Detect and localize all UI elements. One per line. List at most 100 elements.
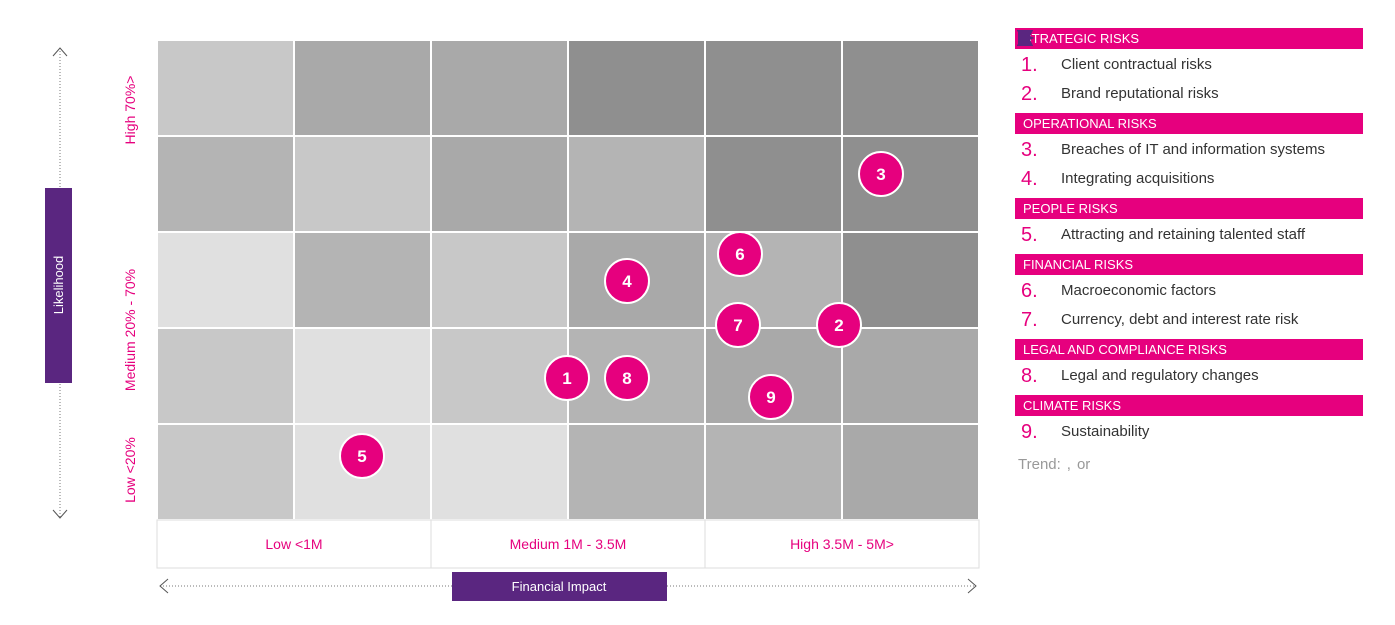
trend-icon <box>1018 31 1034 45</box>
item-text: Currency, debt and interest rate risk <box>1061 311 1299 328</box>
legend-item: 5. Attracting and retaining talented staf… <box>1015 30 1363 246</box>
item-text: Integrating acquisitions <box>1061 170 1215 187</box>
item-number: 9. <box>1021 421 1038 443</box>
risk-marker <box>604 355 650 401</box>
legend-item: 9. Sustainability <box>1015 31 1363 443</box>
item-number: 2. <box>1021 83 1038 105</box>
item-text: Client contractual risks <box>1061 56 1212 73</box>
group-title: CLIMATE RISKS <box>1015 395 1363 416</box>
legend-group: LEGAL AND COMPLIANCE RISKS 8. Legal and re… <box>1015 30 1363 387</box>
heat-cell <box>841 327 980 425</box>
y-level-label: Medium 20% - 70% <box>122 269 138 391</box>
heat-cell <box>156 135 295 233</box>
legend-item: 8. Legal and regulatory changes <box>1015 30 1363 387</box>
item-text: Attracting and retaining talented staff <box>1061 226 1306 243</box>
x-level-label: Medium 1M - 3.5M <box>510 536 627 552</box>
heat-cell <box>704 39 843 137</box>
item-number: 7. <box>1021 309 1038 331</box>
x-level-label: Low <1M <box>265 536 322 552</box>
heat-cell <box>704 423 843 521</box>
risk-marker-label: 9 <box>766 388 775 407</box>
legend-item: 6. Macroeconomic factors <box>1015 30 1363 302</box>
heat-cell <box>567 423 706 521</box>
heat-cell <box>430 135 569 233</box>
heat-cell <box>430 423 569 521</box>
item-number: 8. <box>1021 365 1038 387</box>
arrow-head <box>159 578 169 594</box>
x-level-cell <box>156 519 432 569</box>
y-level-label: High 70%> <box>122 76 138 145</box>
heatmap: Low <1M Medium 1M - 3.5M High 3.5M - 5M> Hi… <box>45 39 980 601</box>
heat-cell <box>430 39 569 137</box>
risk-marker-label: 4 <box>622 272 632 291</box>
x-level-label: High 3.5M - 5M> <box>790 536 894 552</box>
heat-cell <box>567 135 706 233</box>
item-number: 4. <box>1021 168 1038 190</box>
heat-cell <box>841 231 980 329</box>
x-axis-box <box>452 572 667 601</box>
legend-item: 2. Brand reputational risks <box>1015 30 1363 105</box>
risk-marker-label: 3 <box>876 165 885 184</box>
heat-cell <box>841 423 980 521</box>
trend-shape <box>1018 31 1034 45</box>
legend-group: PEOPLE RISKS 5. Attracting and retaining t… <box>1015 30 1363 246</box>
y-level-label: Low <20% <box>122 437 138 503</box>
item-text: Brand reputational risks <box>1061 85 1219 102</box>
arrow-head <box>52 47 68 57</box>
risk-marker <box>339 433 385 479</box>
heat-cell <box>293 135 432 233</box>
legend: STRATEGIC RISKS 1. Client contractual risk… <box>1015 28 1363 473</box>
heat-cell <box>156 39 295 137</box>
risk-marker-label: 6 <box>735 245 744 264</box>
legend-group: CLIMATE RISKS 9. Sustainability <box>1015 31 1363 443</box>
risk-marker <box>748 374 794 420</box>
heat-cell <box>430 231 569 329</box>
legend-item: 3. Breaches of IT and information systems <box>1015 30 1363 161</box>
heat-cell <box>841 39 980 137</box>
risk-marker-label: 1 <box>562 369 571 388</box>
y-axis-title: Likelihood <box>51 256 66 315</box>
legend-group: OPERATIONAL RISKS 3. Breaches of IT and in… <box>1015 30 1363 190</box>
group-title: OPERATIONAL RISKS <box>1015 113 1363 134</box>
heat-cell <box>704 135 843 233</box>
trend-note: Trend:, or <box>1015 30 1363 473</box>
legend-item: 4. Integrating acquisitions <box>1015 30 1363 190</box>
risk-marker <box>717 231 763 277</box>
heat-cell <box>293 39 432 137</box>
arrow-head <box>967 578 977 594</box>
item-text: Macroeconomic factors <box>1061 282 1217 299</box>
item-number: 3. <box>1021 139 1038 161</box>
group-title: STRATEGIC RISKS <box>1015 28 1363 49</box>
legend-item: 7. Currency, debt and interest rate risk <box>1015 31 1363 331</box>
risk-marker-label: 5 <box>357 447 366 466</box>
risk-marker <box>604 258 650 304</box>
legend-group: STRATEGIC RISKS 1. Client contractual risk… <box>1015 28 1363 104</box>
heat-cell <box>156 231 295 329</box>
item-text: Breaches of IT and information systems <box>1061 141 1326 158</box>
heat-cell <box>293 231 432 329</box>
item-number: 6. <box>1021 280 1038 302</box>
risk-marker <box>858 151 904 197</box>
risk-marker-label: 8 <box>622 369 631 388</box>
group-title: FINANCIAL RISKS <box>1015 254 1363 275</box>
group-title: LEGAL AND COMPLIANCE RISKS <box>1015 339 1363 360</box>
item-number: 1. <box>1021 54 1038 76</box>
x-axis-title: Financial Impact <box>512 579 607 594</box>
trend-note-separator: , <box>1066 456 1071 473</box>
group-title: PEOPLE RISKS <box>1015 198 1363 219</box>
y-axis-box <box>45 188 72 383</box>
risk-marker <box>544 355 590 401</box>
risk-marker <box>816 302 862 348</box>
heat-cell <box>567 39 706 137</box>
arrow-head <box>52 509 68 519</box>
trend-note-label: Trend: <box>1018 456 1061 473</box>
risk-marker-label: 7 <box>733 316 742 335</box>
item-text: Legal and regulatory changes <box>1061 367 1259 384</box>
item-number: 5. <box>1021 224 1038 246</box>
heat-cell <box>156 423 295 521</box>
legend-item: 1. Client contractual risks <box>1015 31 1363 76</box>
risk-marker <box>715 302 761 348</box>
x-level-cell <box>704 519 980 569</box>
risk-marker-label: 2 <box>834 316 843 335</box>
